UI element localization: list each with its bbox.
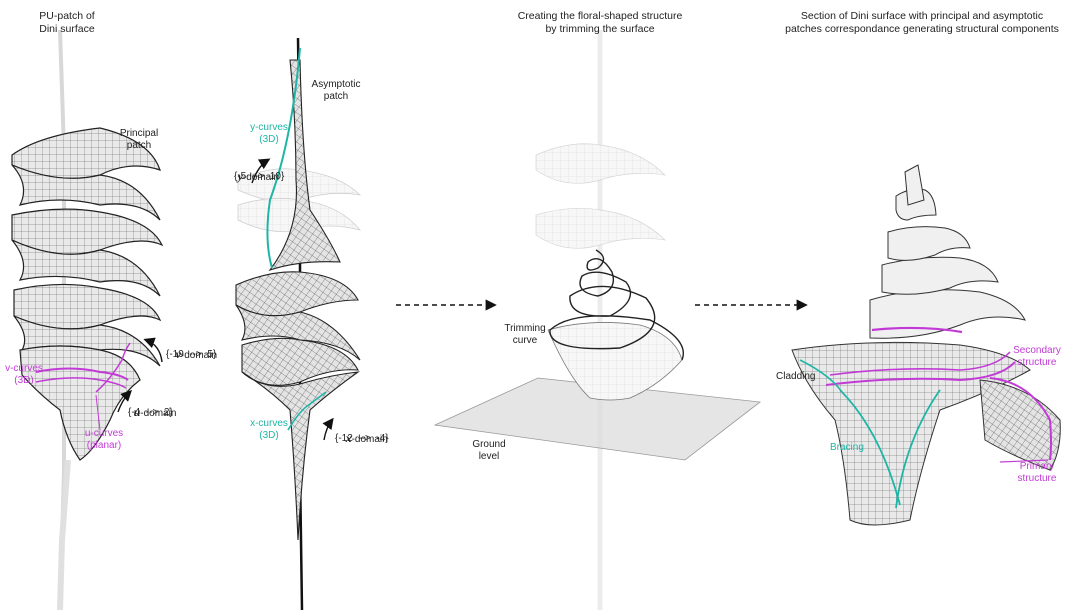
panel4-secondary-ring	[825, 361, 1016, 386]
u-domain-word: -domain	[140, 408, 177, 419]
panel4-tier-2	[881, 256, 999, 295]
u-curves-label: u-curves (planar)	[84, 428, 124, 451]
panel2-asymptotic-surface	[235, 59, 361, 541]
x-domain-var: x	[345, 431, 352, 445]
secondary-structure-label: Secondary structure	[1013, 345, 1061, 368]
y-domain-arrow	[251, 158, 271, 184]
panel4-primary-structure	[989, 377, 1052, 461]
x-domain-label: x-domain	[340, 420, 388, 446]
panel2-dini-surface	[235, 37, 362, 611]
panel4-secondary-ring-top	[871, 326, 963, 334]
principal-patch-label: Principal patch	[119, 128, 159, 151]
panel1-u-curve	[95, 342, 131, 393]
panel1-title: PU-patch of Dini surface	[39, 10, 95, 35]
cladding-label: Cladding	[776, 371, 816, 382]
y-domain-label: y-domain	[232, 158, 279, 184]
v-domain-label: v-domain	[170, 336, 217, 362]
u-domain-arrow	[117, 390, 132, 413]
panel3-trimming	[433, 30, 762, 610]
panel3-title: Creating the floral-shaped structure by …	[517, 10, 683, 35]
panel4-side-wing	[979, 379, 1061, 471]
bracing-label: Bracing	[830, 442, 864, 453]
asymptotic-patch-label: Asymptotic patch	[311, 79, 361, 102]
trimmed-funnel	[547, 322, 683, 401]
panel4-bracing-1	[839, 389, 901, 506]
panel4-structure	[791, 164, 1061, 526]
trimming-curve-label: Trimming curve	[504, 323, 546, 346]
panel4-bracing-2	[895, 389, 941, 509]
panel4-title: Section of Dini surface with principal a…	[785, 10, 1059, 35]
v-domain-range: {-19 --> 5}	[166, 349, 217, 360]
panel4-tier-3	[887, 226, 971, 261]
u-domain-var: u	[133, 405, 141, 419]
panel1-v-curve-2	[35, 377, 127, 389]
panel2-x-curve	[287, 391, 327, 431]
panel1-dini-surface	[11, 29, 164, 611]
x-domain-arrow	[322, 417, 334, 441]
panel1-principal-surface	[11, 127, 164, 461]
panel1-v-curve	[35, 367, 129, 381]
u-domain-label: u-domain	[128, 394, 177, 420]
x-domain-range: {-12 --> -4}	[335, 433, 389, 444]
v-domain-var: v	[175, 347, 181, 361]
panel4-secondary-ring-2	[829, 351, 1011, 376]
v-curves-label: v-curves (3D)	[5, 363, 43, 386]
u-domain-range: {-4 --> 2}	[128, 407, 173, 418]
y-curves-label: y-curves (3D)	[250, 122, 288, 145]
panel4-primary-leader	[999, 459, 1049, 463]
v-domain-word: -domain	[180, 350, 218, 361]
x-curves-label: x-curves (3D)	[250, 418, 288, 441]
ground-level-label: Ground level	[472, 439, 506, 462]
trimming-curve	[549, 249, 684, 361]
x-domain-word: -domain	[351, 434, 388, 445]
primary-structure-label: Primary structure	[1017, 461, 1057, 484]
panel4-lower-skirt	[791, 341, 1031, 526]
panel4-top-fin	[904, 164, 925, 206]
y-domain-word: -domain	[242, 172, 280, 183]
ground-plane	[433, 377, 762, 461]
v-domain-arrow	[143, 337, 163, 363]
panel1-u-curve-leader	[95, 394, 101, 431]
y-domain-var: y	[237, 169, 243, 183]
panel4-bracing-3	[799, 359, 843, 393]
panel2-y-curve	[266, 47, 301, 269]
y-domain-range: {-5 --> 10}	[234, 171, 285, 182]
